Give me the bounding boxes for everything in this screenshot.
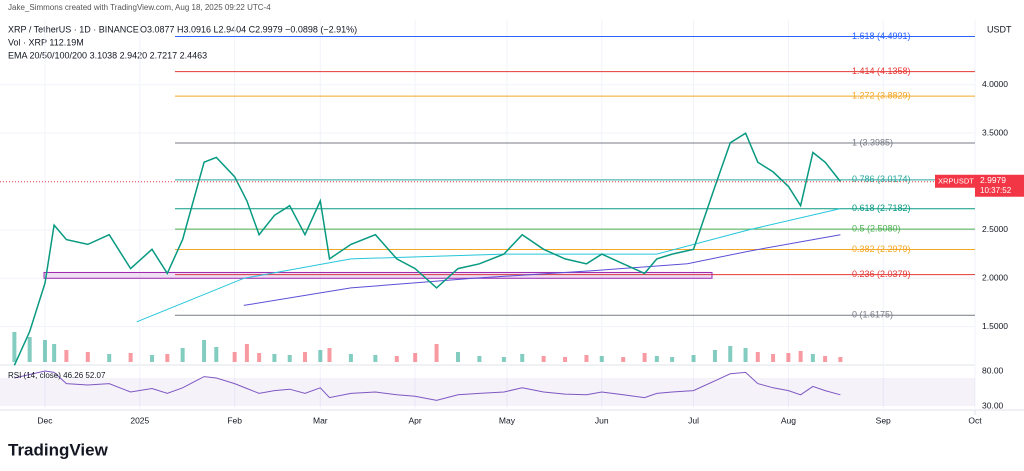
logo: TradingView	[8, 440, 109, 459]
fib-label: 0.618 (2.7182)	[852, 203, 911, 213]
volume-bar	[823, 356, 828, 362]
volume-bar	[838, 357, 843, 362]
volume-bar	[541, 356, 546, 362]
x-tick-label: Feb	[227, 415, 242, 425]
volume-bar	[165, 354, 170, 362]
price-tag	[975, 174, 1024, 197]
x-tick-label: Apr	[409, 415, 422, 425]
volume-bar	[642, 353, 647, 362]
volume-bar	[42, 340, 47, 362]
volume-bar	[232, 352, 237, 362]
volume-bar	[180, 348, 185, 362]
volume-bar	[327, 348, 332, 362]
fib-label: 0.236 (2.0379)	[852, 269, 911, 279]
volume-bar	[563, 357, 568, 362]
x-tick-label: Aug	[781, 415, 796, 425]
volume-bar	[584, 355, 589, 362]
volume-label: Vol · XRP 112.19M	[8, 37, 84, 47]
volume-bar	[348, 354, 353, 362]
rsi-label: RSI (14, close) 46.26 52.07	[8, 371, 106, 380]
ohlc: O3.0877 H3.0916 L2.9404 C2.9979 −0.0898 …	[140, 24, 357, 34]
volume-bar	[244, 344, 249, 362]
volume-bar	[318, 350, 323, 362]
volume-bar	[728, 346, 733, 362]
volume-bar	[670, 357, 675, 362]
rsi-tick-label: 30.00	[982, 400, 1004, 410]
price-tag-countdown: 10:37:52	[980, 186, 1012, 195]
fib-label: 1.414 (4.1358)	[852, 66, 911, 76]
x-tick-label: May	[499, 415, 516, 425]
volume-bar	[64, 350, 69, 362]
rsi-tick-label: 80.00	[982, 365, 1004, 375]
volume-bar	[257, 353, 262, 362]
fib-label: 0.382 (2.2979)	[852, 244, 911, 254]
volume-bar	[128, 353, 133, 362]
volume-bar	[712, 350, 717, 362]
volume-bar	[520, 354, 525, 362]
support-zone	[43, 271, 713, 279]
volume-bar	[202, 340, 207, 362]
y-tick-label: 1.5000	[982, 321, 1008, 331]
volume-bar	[771, 354, 776, 362]
price-tag	[935, 174, 975, 188]
x-tick-label: Oct	[968, 415, 982, 425]
fib-label: 1.272 (3.8829)	[852, 91, 911, 101]
ema-label: EMA 20/50/100/200 3.1038 2.9420 2.7217 2…	[8, 50, 207, 60]
ema-line	[243, 234, 841, 306]
volume-bar	[434, 344, 439, 362]
y-tick-label: 2.0000	[982, 273, 1008, 283]
x-tick-label: Dec	[37, 415, 53, 425]
volume-bar	[810, 354, 815, 362]
price-tag-name: XRPUSDT	[938, 177, 974, 186]
volume-bar	[52, 344, 57, 362]
volume-bar	[27, 337, 32, 362]
fib-label: 1.618 (4.4991)	[852, 31, 911, 41]
x-tick-label: Sep	[876, 415, 891, 425]
volume-bar	[755, 352, 760, 362]
volume-bar	[150, 355, 155, 362]
volume-bar	[477, 356, 482, 362]
y-tick-label: 2.5000	[982, 224, 1008, 234]
volume-bar	[786, 353, 791, 362]
price-line	[13, 132, 841, 366]
fib-label: 0.5 (2.5080)	[852, 224, 901, 234]
fib-label: 0.786 (3.0174)	[852, 174, 911, 184]
volume-bar	[455, 352, 460, 362]
volume-bar	[798, 351, 803, 362]
credit: Jake_Simmons created with TradingView.co…	[8, 3, 271, 12]
volume-bar	[107, 354, 112, 362]
volume-bar	[599, 356, 604, 362]
volume-bar	[287, 355, 292, 362]
fib-label: 1 (3.3985)	[852, 137, 893, 147]
x-tick-label: 2025	[130, 415, 149, 425]
volume-bar	[303, 352, 308, 362]
volume-bar	[85, 352, 90, 362]
volume-bar	[394, 356, 399, 362]
x-tick-label: Jun	[595, 415, 609, 425]
fib-label: 0 (1.6175)	[852, 310, 893, 320]
rsi-line	[14, 370, 841, 401]
symbol: XRP / TetherUS · 1D · BINANCE	[8, 24, 139, 34]
volume-bar	[654, 356, 659, 362]
y-tick-label: 3.5000	[982, 127, 1008, 137]
x-tick-label: Jul	[688, 415, 699, 425]
volume-bar	[621, 357, 626, 362]
volume-bar	[691, 355, 696, 362]
volume-bar	[12, 332, 17, 362]
volume-bar	[272, 354, 277, 362]
volume-bar	[501, 357, 506, 362]
currency: USDT	[987, 24, 1012, 34]
price-tag-value: 2.9979	[980, 175, 1006, 185]
volume-bar	[373, 355, 378, 362]
y-tick-label: 4.0000	[982, 79, 1008, 89]
volume-bar	[214, 347, 219, 362]
x-tick-label: Mar	[313, 415, 328, 425]
volume-bar	[413, 353, 418, 362]
volume-bar	[743, 348, 748, 362]
